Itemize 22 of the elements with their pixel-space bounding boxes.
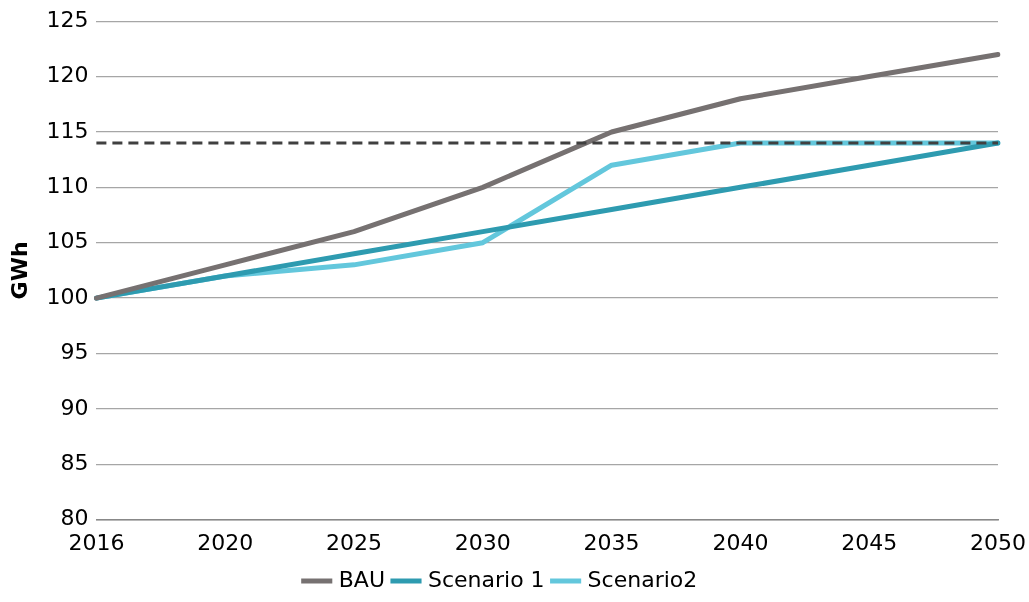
- x-tick-label: 2030: [454, 529, 511, 555]
- y-tick-label: 105: [46, 228, 89, 254]
- x-tick-label: 2016: [68, 529, 125, 555]
- x-tick-label: 2025: [326, 529, 382, 555]
- y-tick-label: 110: [46, 173, 89, 199]
- y-tick-label: 120: [46, 62, 89, 88]
- x-tick-label: 2045: [841, 529, 898, 555]
- y-tick-label: 80: [60, 505, 89, 531]
- legend-label: Scenario2: [587, 566, 698, 592]
- y-tick-label: 90: [60, 394, 89, 420]
- legend-label: Scenario 1: [427, 566, 545, 592]
- x-tick-label: 2050: [970, 529, 1027, 555]
- y-tick-label: 95: [60, 339, 89, 365]
- x-tick-label: 2040: [712, 529, 769, 555]
- x-tick-label: 2020: [197, 529, 254, 555]
- y-tick-label: 100: [46, 283, 89, 309]
- x-tick-label: 2035: [583, 529, 640, 555]
- y-tick-label: 85: [60, 449, 89, 475]
- y-tick-label: 115: [46, 117, 89, 143]
- y-axis-title: GWh: [6, 241, 32, 300]
- y-tick-label: 125: [46, 6, 89, 32]
- legend-label: BAU: [338, 566, 385, 592]
